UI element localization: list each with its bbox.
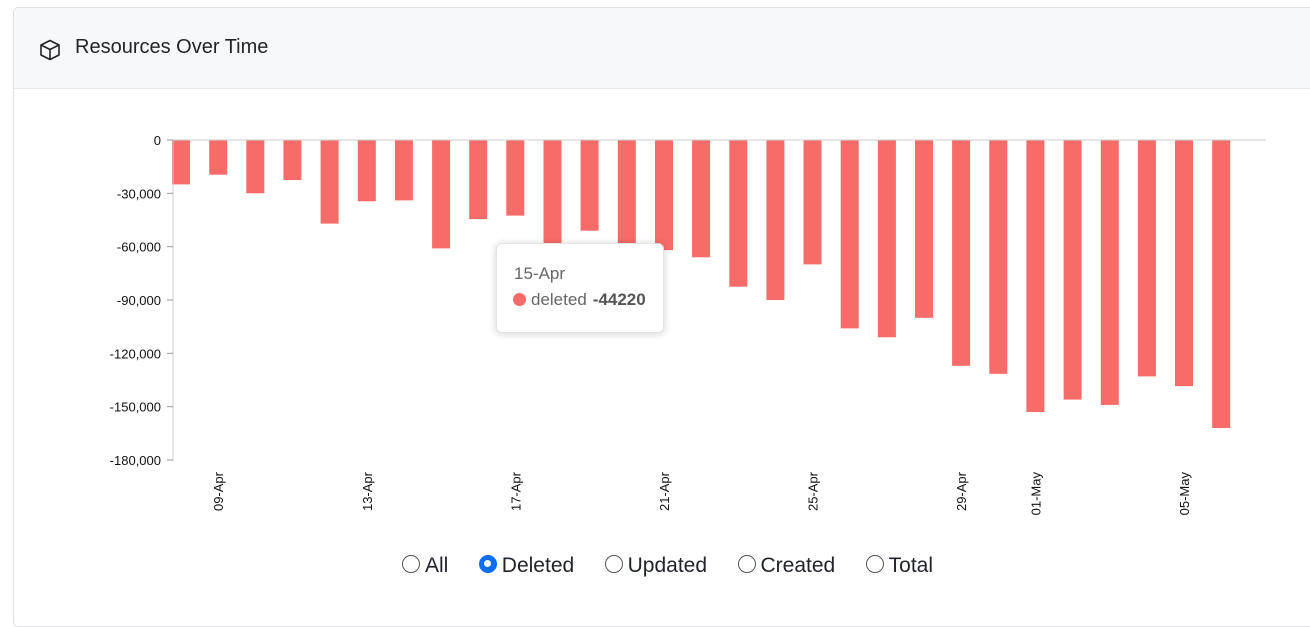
bar-06-May[interactable] — [1212, 140, 1231, 428]
filter-option-deleted[interactable]: Deleted — [478, 554, 575, 578]
resources-card: Resources Over Time — [13, 7, 1310, 627]
chart-tooltip: 15-Apr deleted -44220 — [496, 243, 664, 333]
bar-29-Apr[interactable] — [952, 140, 971, 366]
y-tick-label: 0 — [154, 133, 161, 148]
bar-23-Apr[interactable] — [729, 140, 748, 287]
bar-08-Apr[interactable] — [172, 140, 190, 185]
bar-26-Apr[interactable] — [840, 140, 859, 329]
card-title: Resources Over Time — [75, 36, 269, 58]
x-tick-label: 17-Apr — [508, 471, 523, 511]
bar-10-Apr[interactable] — [246, 140, 265, 194]
bar-16-Apr[interactable] — [469, 140, 488, 220]
bar-01-May[interactable] — [1026, 140, 1045, 412]
filter-option-created[interactable]: Created — [737, 554, 836, 578]
bar-27-Apr[interactable] — [877, 140, 896, 338]
bar-13-Apr[interactable] — [357, 140, 376, 202]
x-tick-label: 29-Apr — [954, 471, 969, 511]
bar-19-Apr[interactable] — [580, 140, 599, 231]
tooltip-series-dot — [513, 293, 526, 306]
x-tick-label: 01-May — [1028, 472, 1043, 516]
bar-04-May[interactable] — [1137, 140, 1156, 377]
radio-button-icon[interactable] — [402, 555, 420, 573]
bar-20-Apr[interactable] — [617, 140, 636, 251]
bar-12-Apr[interactable] — [320, 140, 339, 224]
filter-label: Created — [760, 554, 836, 577]
radio-button-icon[interactable] — [604, 555, 623, 573]
radio-button-checked-icon[interactable] — [478, 555, 497, 573]
bar-02-May[interactable] — [1063, 140, 1082, 400]
resources-chart: 0 -30,000 -60,000 -90,000 -120,000 -150,000 -1… — [110, 133, 1266, 516]
tooltip-series-name: deleted — [531, 290, 587, 309]
x-tick-label: 21-Apr — [657, 471, 672, 511]
bar-05-May[interactable] — [1175, 140, 1193, 387]
filter-label: Total — [888, 554, 934, 577]
bar-30-Apr[interactable] — [989, 140, 1008, 374]
tooltip-date: 15-Apr — [514, 264, 566, 283]
bar-18-Apr[interactable] — [543, 140, 562, 246]
bar-22-Apr[interactable] — [692, 140, 711, 258]
filter-option-all[interactable]: All — [402, 554, 448, 578]
y-tick-label: -150,000 — [110, 400, 161, 415]
x-tick-label: 09-Apr — [211, 471, 226, 511]
bar-17-Apr[interactable] — [506, 140, 525, 216]
bar-24-Apr[interactable] — [766, 140, 785, 300]
filter-option-total[interactable]: Total — [865, 554, 934, 578]
series-filter: All Deleted Updated Created Total — [402, 554, 959, 578]
y-tick-label: -60,000 — [117, 240, 161, 255]
tooltip-row: deleted -44220 — [513, 290, 646, 310]
y-tick-label: -120,000 — [110, 346, 161, 361]
bar-21-Apr[interactable] — [655, 140, 673, 251]
bar-15-Apr[interactable] — [432, 140, 451, 249]
bar-28-Apr[interactable] — [915, 140, 933, 318]
filter-label: All — [425, 554, 449, 577]
cube-icon — [40, 39, 60, 61]
y-tick-label: -180,000 — [110, 453, 161, 468]
x-tick-label: 05-May — [1177, 472, 1192, 516]
filter-option-updated[interactable]: Updated — [604, 554, 708, 578]
y-tick-label: -30,000 — [117, 186, 161, 201]
radio-button-icon[interactable] — [865, 555, 884, 573]
bar-03-May[interactable] — [1100, 140, 1119, 405]
x-tick-label: 25-Apr — [806, 471, 821, 511]
y-tick-label: -90,000 — [117, 293, 161, 308]
tooltip-value: -44220 — [592, 290, 646, 309]
bar-25-Apr[interactable] — [803, 140, 822, 265]
filter-label: Deleted — [501, 554, 575, 577]
card-header: Resources Over Time — [14, 8, 1310, 89]
bar-09-Apr[interactable] — [209, 140, 228, 175]
radio-button-icon[interactable] — [737, 555, 756, 573]
filter-label: Updated — [627, 554, 708, 577]
bar-14-Apr[interactable] — [394, 140, 413, 201]
bar-11-Apr[interactable] — [283, 140, 302, 180]
x-tick-label: 13-Apr — [360, 471, 375, 511]
